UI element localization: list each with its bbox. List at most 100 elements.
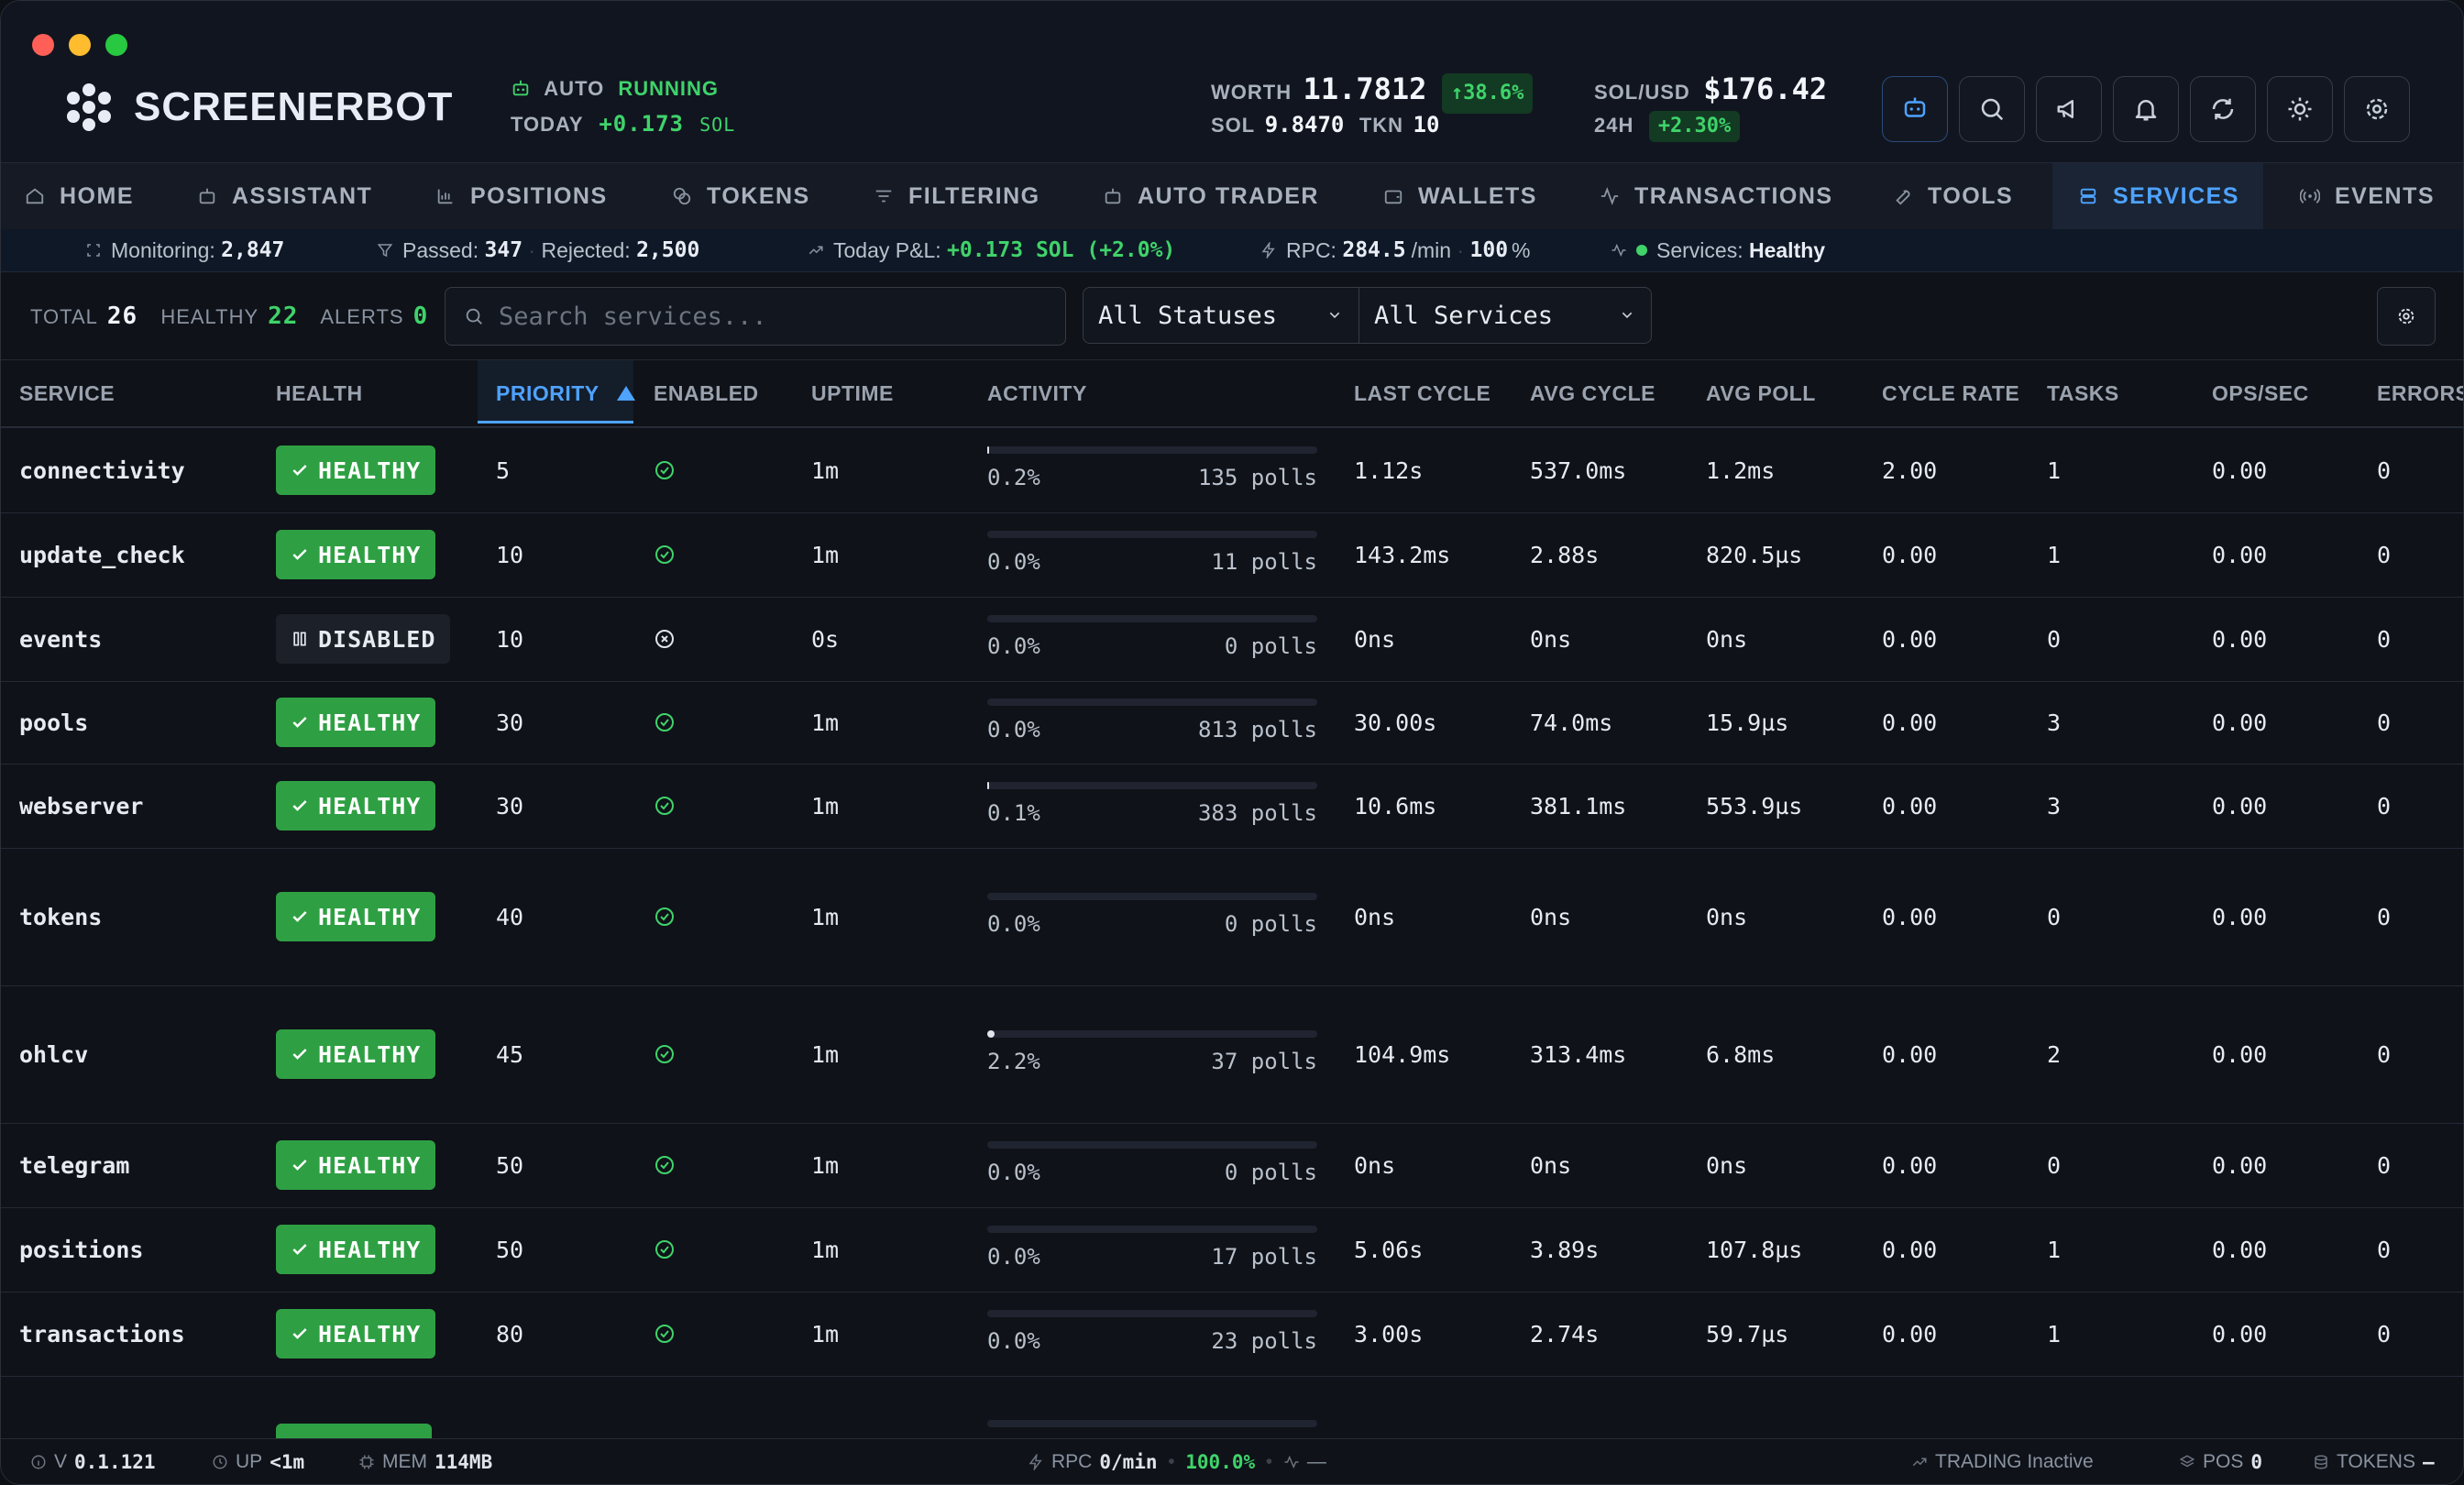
refresh-button[interactable] [2190, 76, 2256, 142]
gear-icon [2398, 308, 2414, 324]
table-row[interactable]: events 10 0s 0ns 0ns 0ns 0.00 0 0.00 0 DISABLED 0.0… [1, 597, 2463, 682]
activity-bar [987, 698, 1317, 706]
cell-ops-sec: 0.00 [2212, 709, 2268, 736]
activity-percent: 0.1% [987, 800, 1040, 826]
cell-cycle-rate: 0.00 [1882, 1040, 1938, 1068]
col-ops-sec[interactable]: OPS/SEC [2212, 381, 2309, 405]
table-row[interactable]: tokens 40 1m 0ns 0ns 0ns 0.00 0 0.00 0 HEALTHY 0.0%… [1, 848, 2463, 986]
sol-tkn-line: SOL 9.8470 TKN 10 [1211, 111, 1439, 142]
nav-tools[interactable]: TOOLS [1893, 163, 2013, 229]
worth-label: WORTH [1211, 81, 1292, 104]
nav-label: EVENTS [2335, 182, 2436, 209]
cell-enabled [654, 512, 676, 597]
nav-wallets[interactable]: WALLETS [1383, 163, 1537, 229]
table-row[interactable]: ohlcv 45 1m 104.9ms 313.4ms 6.8ms 0.00 2 0.00 0 HE… [1, 985, 2463, 1124]
nav-services[interactable]: SERVICES [2052, 163, 2263, 229]
check-circle-icon [655, 1045, 674, 1063]
cell-tasks: 1 [2047, 456, 2062, 484]
table-row-partial[interactable] [1, 1378, 2463, 1438]
col-last-cycle[interactable]: LAST CYCLE [1354, 381, 1491, 405]
footer-rpc-value: 0/min [1099, 1451, 1158, 1473]
sun-icon [2288, 97, 2312, 121]
maximize-window-button[interactable] [105, 34, 127, 56]
minimize-window-button[interactable] [69, 34, 91, 56]
announcements-button[interactable] [2036, 76, 2102, 142]
chevron-down-icon [1329, 312, 1340, 319]
nav-tokens[interactable]: TOKENS [672, 163, 810, 229]
assistant-button[interactable] [1882, 76, 1948, 142]
col-cycle-rate[interactable]: CYCLE RATE [1882, 381, 2020, 405]
cell-last-cycle: 0ns [1354, 1151, 1396, 1179]
nav-events[interactable]: EVENTS [2300, 163, 2435, 229]
gear-icon [2366, 98, 2388, 120]
theme-toggle-button[interactable] [2267, 76, 2333, 142]
nav-label: HOME [60, 182, 134, 209]
worth-group: WORTH 11.7812 ↑38.6% [1211, 71, 1534, 114]
close-window-button[interactable] [32, 34, 54, 56]
cell-enabled [654, 428, 676, 512]
table-row[interactable]: telegram 50 1m 0ns 0ns 0ns 0.00 0 0.00 0 HEALTHY 0.… [1, 1123, 2463, 1208]
nav-transactions[interactable]: TRANSACTIONS [1600, 163, 1833, 229]
search-button[interactable] [1959, 76, 2025, 142]
nav-home[interactable]: HOME [25, 163, 134, 229]
cell-priority: 40 [496, 903, 524, 930]
col-avg-cycle[interactable]: AVG CYCLE [1530, 381, 1656, 405]
cell-avg-poll: 0ns [1706, 1151, 1748, 1179]
service-filter-value: All Services [1374, 301, 1554, 330]
activity-bar [987, 893, 1317, 900]
col-avg-poll[interactable]: AVG POLL [1706, 381, 1816, 405]
table-settings-button[interactable] [2377, 287, 2436, 346]
nav-auto-trader[interactable]: AUTO TRADER [1103, 163, 1319, 229]
table-row[interactable]: pools 30 1m 30.00s 74.0ms 15.9µs 0.00 3 0.00 0 HEA… [1, 681, 2463, 764]
cell-enabled [654, 1292, 676, 1376]
table-row[interactable]: connectivity 5 1m 1.12s 537.0ms 1.2ms 2.00 1 0.0… [1, 428, 2463, 513]
activity-polls: 0 polls [1224, 633, 1317, 659]
price-group: SOL/USD $176.42 [1594, 71, 1827, 114]
chart-icon [437, 189, 453, 204]
health-badge-label: HEALTHY [318, 1151, 422, 1179]
col-tasks[interactable]: TASKS [2047, 381, 2119, 405]
activity-polls: 813 polls [1197, 717, 1317, 742]
col-enabled[interactable]: ENABLED [654, 381, 759, 405]
col-health[interactable]: HEALTH [276, 381, 363, 405]
col-service[interactable]: SERVICE [19, 381, 116, 405]
search-input[interactable] [497, 288, 1050, 345]
cell-ops-sec: 0.00 [2212, 456, 2268, 484]
table-row[interactable]: positions 50 1m 5.06s 3.89s 107.8µs 0.00 1 0.00 0… [1, 1207, 2463, 1292]
check-icon [292, 911, 307, 922]
table-row[interactable]: webserver 30 1m 10.6ms 381.1ms 553.9µs 0.00 3 0.… [1, 764, 2463, 849]
settings-button[interactable] [2344, 76, 2410, 142]
table-row[interactable]: transactions 80 1m 3.00s 2.74s 59.7µs 0.00 1 0.0… [1, 1292, 2463, 1377]
nav-assistant[interactable]: ASSISTANT [197, 163, 372, 229]
cell-priority: 10 [496, 625, 524, 653]
check-icon [292, 549, 307, 560]
check-icon [292, 1244, 307, 1255]
check-icon [292, 717, 307, 728]
service-filter-select[interactable]: All Services [1358, 287, 1652, 344]
search-icon [1981, 98, 2004, 121]
today-label: TODAY [511, 113, 584, 136]
col-errors[interactable]: ERRORS [2377, 381, 2464, 405]
cell-last-cycle: 143.2ms [1354, 541, 1451, 568]
monitoring-stat: Monitoring: 2,847 [85, 229, 284, 271]
nav-filtering[interactable]: FILTERING [874, 163, 1040, 229]
sol-value: 9.8470 [1264, 112, 1345, 138]
positions-count: POS 0 [2179, 1439, 2262, 1484]
robot-icon [199, 188, 215, 204]
col-activity[interactable]: ACTIVITY [987, 381, 1087, 405]
cell-health: HEALTHY [276, 1292, 436, 1376]
uptime-value: <1m [270, 1451, 305, 1473]
table-row[interactable]: update_check 10 1m 143.2ms 2.88s 820.5µs 0.00 1… [1, 512, 2463, 598]
cell-last-cycle: 5.06s [1354, 1236, 1424, 1263]
cell-enabled [654, 764, 676, 848]
status-filter-select[interactable]: All Statuses [1083, 287, 1359, 344]
cell-health: HEALTHY [276, 1207, 436, 1292]
col-priority[interactable]: PRIORITY [478, 360, 636, 424]
trend-up-icon [808, 246, 823, 255]
cell-uptime: 1m [811, 456, 840, 484]
cell-avg-cycle: 381.1ms [1530, 792, 1627, 820]
activity-percent: 0.2% [987, 465, 1040, 490]
col-uptime[interactable]: UPTIME [811, 381, 894, 405]
nav-positions[interactable]: POSITIONS [435, 163, 608, 229]
notifications-button[interactable] [2113, 76, 2179, 142]
